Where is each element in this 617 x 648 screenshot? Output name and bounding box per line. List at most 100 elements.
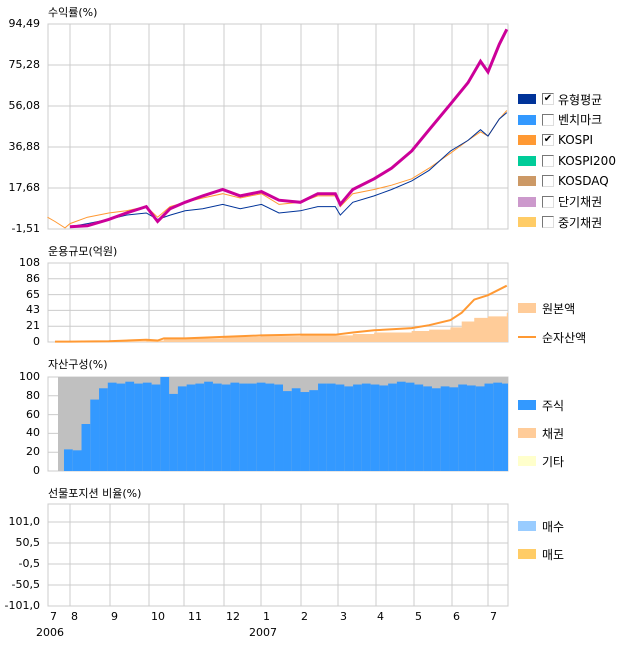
legend-checkbox[interactable]: ✔	[542, 93, 554, 105]
legend-principal: 원본액	[518, 301, 575, 316]
avg-swatch	[518, 94, 536, 104]
x-month-label: 7	[490, 610, 497, 623]
legend-label: 주식	[542, 398, 565, 413]
legend-label: 유형평균	[558, 92, 603, 107]
legend-item-kospi[interactable]: ✔ KOSPI	[518, 133, 593, 147]
y-tick-label: 43	[26, 303, 40, 317]
stock-bar	[291, 388, 302, 471]
legend-label: 매도	[542, 547, 565, 562]
legend-bond: 채권	[518, 426, 565, 441]
stock-bar	[247, 383, 258, 471]
x-month-label: 5	[415, 610, 422, 623]
stock-bar	[370, 384, 380, 471]
legend-checkbox[interactable]	[542, 113, 554, 126]
y-tick-label: 80	[26, 388, 40, 402]
x-month-label: 7	[50, 610, 57, 623]
y-tick-label: -1,51	[11, 222, 40, 235]
legend-checkbox[interactable]	[542, 154, 554, 167]
other-bar	[72, 377, 83, 471]
legend-stock: 주식	[518, 398, 565, 413]
stock-bar	[169, 393, 179, 471]
legend-checkbox[interactable]	[542, 175, 554, 187]
bond-swatch	[518, 428, 536, 438]
stock-bar	[361, 383, 372, 471]
y-tick-label: 60	[26, 407, 40, 421]
legend-label: KOSDAQ	[558, 174, 609, 188]
legend-checkbox[interactable]: ✔	[542, 134, 554, 146]
x-month-label: 10	[151, 610, 165, 623]
aum-title: 운용규모(억원)	[48, 245, 118, 258]
stock-bar	[344, 386, 354, 471]
stock-bar	[388, 383, 398, 471]
kospi-swatch	[518, 135, 536, 145]
legend-item-mid_bond[interactable]: 중기채권	[518, 215, 602, 230]
y-tick-label: 0	[33, 335, 40, 348]
mid_bond-swatch	[518, 217, 536, 227]
stock-bar	[466, 385, 477, 471]
stock-bar	[318, 383, 328, 471]
legend-label: KOSPI	[558, 133, 594, 147]
sell-swatch	[518, 549, 536, 559]
nav-line	[54, 284, 508, 343]
legend-sell: 매도	[518, 547, 565, 562]
legend-item-short_bond[interactable]: 단기채권	[518, 195, 602, 209]
stock-bar	[265, 383, 275, 471]
x-month-label: 1	[263, 610, 270, 623]
legend-item-avg[interactable]: ✔ 유형평균	[518, 92, 603, 107]
stock-bar	[142, 382, 153, 471]
legend-label: 채권	[542, 426, 565, 441]
y-tick-label: 50,5	[15, 536, 41, 549]
other-bar	[58, 377, 68, 471]
stock-bar	[99, 388, 109, 471]
stock-bar	[134, 383, 144, 471]
legend-label: 매수	[542, 519, 565, 534]
stock-bar	[72, 450, 83, 471]
legend-item-kosdaq[interactable]: KOSDAQ	[518, 174, 609, 188]
stock-bar	[195, 383, 205, 471]
stock-bar	[414, 384, 424, 471]
series-line-fund	[69, 28, 509, 229]
legend-label: 단기채권	[558, 195, 603, 209]
benchmark-swatch	[518, 114, 536, 125]
legend-label: 기타	[542, 454, 565, 469]
plot-frame	[47, 503, 509, 607]
stock-bar	[484, 383, 494, 471]
stock-bar	[90, 399, 100, 471]
stock-bar	[475, 386, 486, 471]
stock-bar	[440, 386, 450, 471]
legend-buy: 매수	[518, 519, 565, 534]
legend-nav: 순자산액	[518, 330, 586, 345]
stock-bar	[239, 383, 249, 471]
short_bond-swatch	[518, 196, 536, 207]
stock-bar	[423, 386, 433, 471]
y-tick-label: 21	[26, 319, 40, 333]
stock-bar	[493, 382, 503, 471]
legend-other: 기타	[518, 454, 565, 469]
y-tick-label: -101,0	[4, 599, 40, 612]
y-tick-label: -50,5	[11, 578, 40, 591]
x-month-label: 2	[301, 610, 308, 623]
x-month-label: 12	[226, 610, 240, 623]
other-swatch	[518, 456, 536, 466]
y-tick-label: 101,0	[8, 515, 41, 528]
y-tick-label: 56,08	[8, 99, 41, 112]
legend-item-benchmark[interactable]: 벤치마크	[518, 113, 602, 127]
y-tick-label: 75,28	[8, 58, 41, 71]
principal-swatch	[518, 303, 536, 313]
legend-checkbox[interactable]	[542, 195, 554, 208]
nav-line-swatch	[518, 336, 536, 338]
legend-checkbox[interactable]	[542, 216, 554, 228]
legend-item-kospi200[interactable]: KOSPI200	[518, 154, 616, 168]
y-tick-label: 0	[33, 464, 40, 477]
stock-bar	[283, 391, 293, 471]
legend-label: 벤치마크	[558, 113, 603, 127]
stock-bar	[396, 381, 407, 471]
y-tick-label: -0,5	[18, 557, 40, 570]
y-tick-label: 94,49	[8, 17, 41, 30]
stock-bar	[353, 384, 363, 471]
stock-bar	[256, 382, 267, 471]
y-tick-label: 40	[26, 426, 40, 440]
stock-bar	[300, 392, 310, 471]
